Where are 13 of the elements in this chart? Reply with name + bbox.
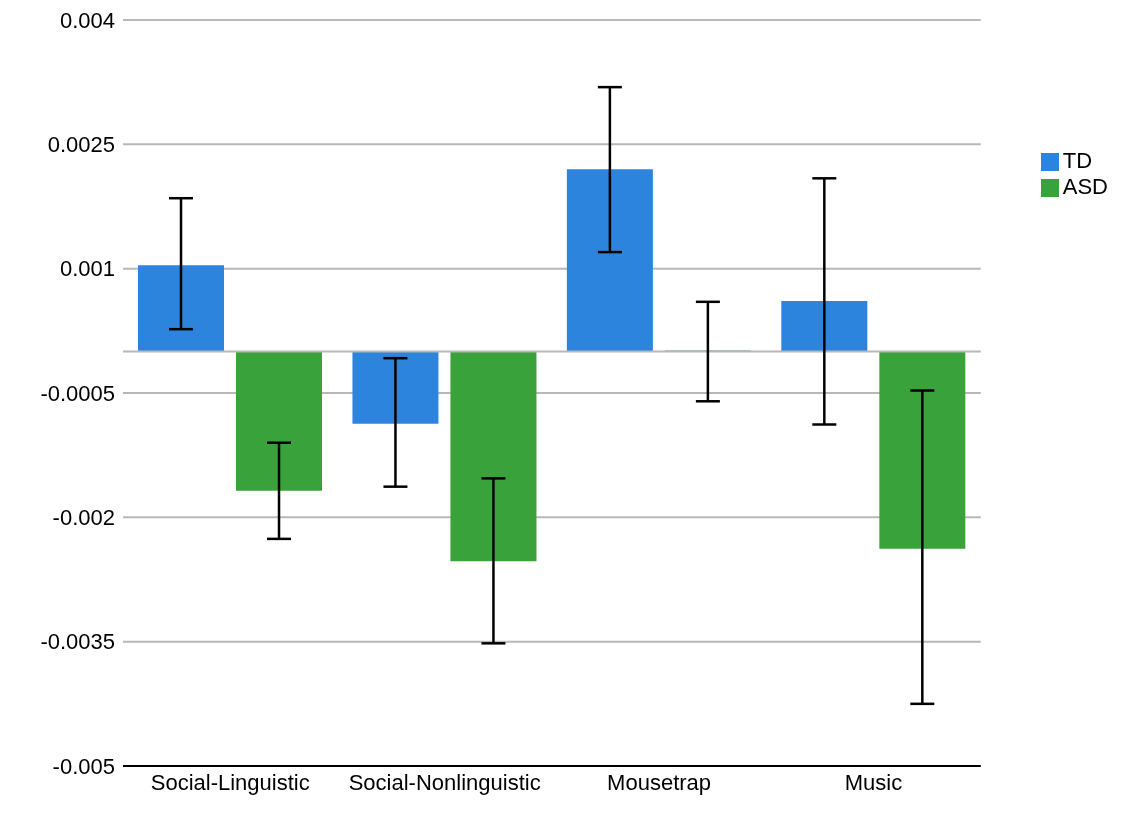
y-tick-label: -0.0035	[40, 629, 115, 655]
y-tick-label: -0.0005	[40, 380, 115, 406]
x-tick-label: Music	[844, 769, 903, 795]
y-tick-label: 0.004	[59, 7, 115, 33]
legend-label: TD	[1062, 148, 1093, 173]
legend-label: ASD	[1062, 174, 1108, 199]
x-tick-label: Social-Nonlinguistic	[348, 769, 541, 795]
x-tick-label: Mousetrap	[607, 769, 712, 795]
y-tick-label: 0.0025	[47, 132, 115, 158]
x-tick-label: Social-Linguistic	[150, 769, 310, 795]
y-tick-label: 0.001	[59, 256, 115, 282]
y-tick-label: -0.002	[52, 505, 115, 531]
y-tick-label: -0.005	[52, 753, 115, 779]
